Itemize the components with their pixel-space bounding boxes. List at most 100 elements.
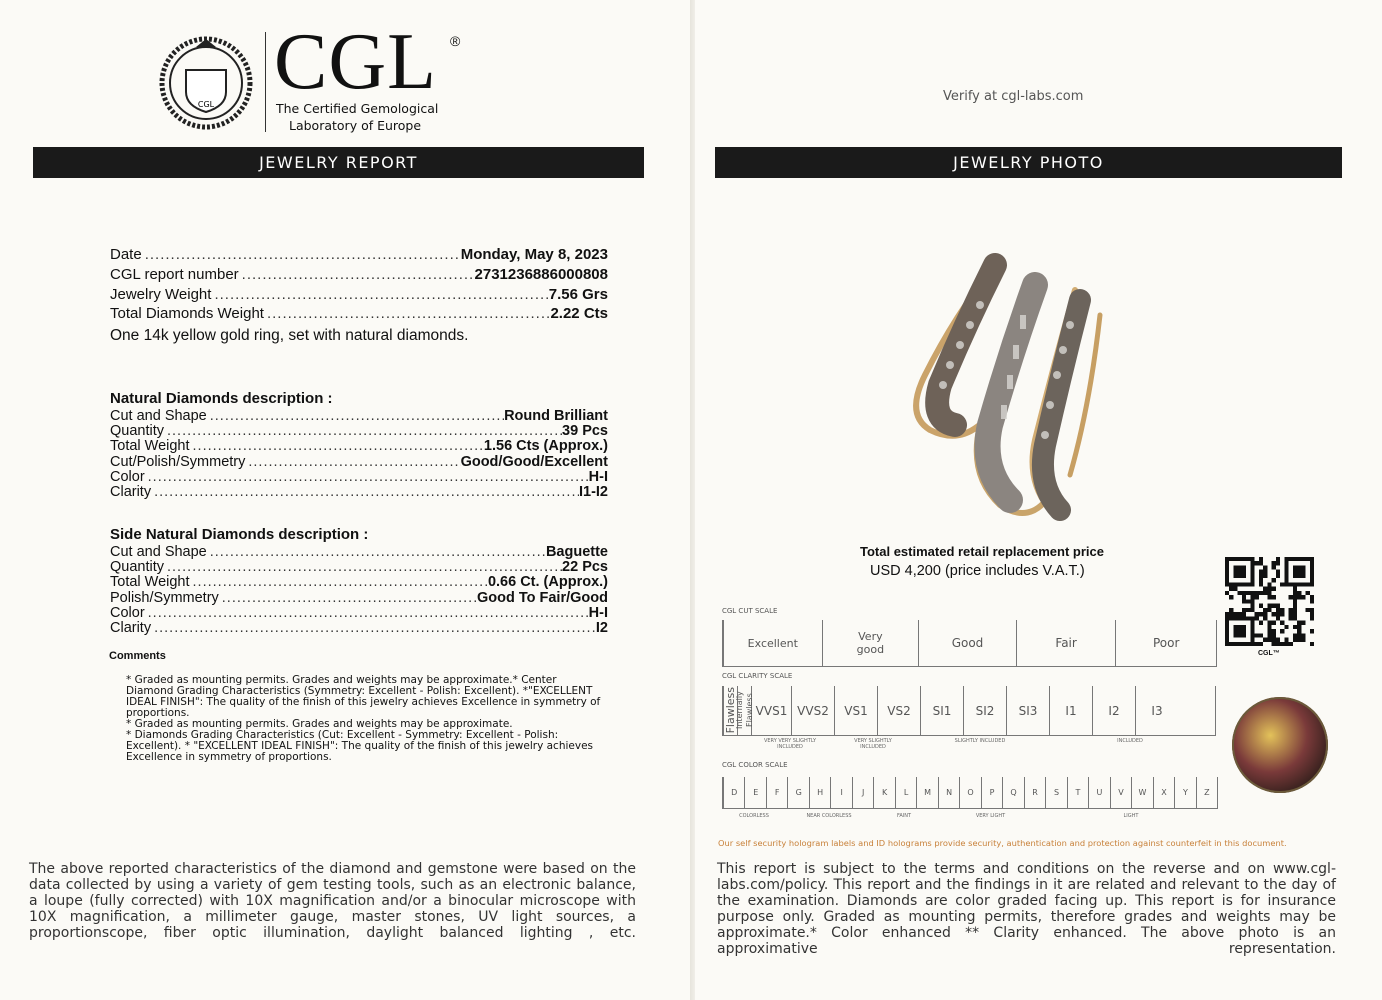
dot-leader (145, 470, 589, 484)
color-group-label: FAINT (896, 813, 912, 819)
color-grade-label: D (731, 788, 738, 797)
color-grade-label: G (795, 788, 802, 797)
summary-row-report-number: CGL report number 2731236886000808 (110, 267, 608, 282)
spec-row: Quantity 39 Pcs (110, 424, 608, 438)
spec-label: Polish/Symmetry (110, 590, 219, 605)
clarity-grade: SI1 (920, 686, 963, 735)
color-grade-label: X (1161, 788, 1167, 797)
color-group-label: NEAR COLORLESS (806, 813, 852, 819)
spec-row: Quantity 22 Pcs (110, 560, 608, 574)
color-grade: T (1066, 777, 1088, 808)
clarity-grade-label: I3 (1151, 703, 1163, 718)
color-grade: H (808, 777, 830, 808)
cut-grade-label: Excellent (747, 636, 798, 650)
color-grade: J (851, 777, 873, 808)
value: Monday, May 8, 2023 (460, 247, 608, 262)
clarity-scale-title: CGL CLARITY SCALE (722, 672, 793, 680)
cut-scale-title: CGL CUT SCALE (722, 607, 778, 615)
color-scale-title: CGL COLOR SCALE (722, 761, 788, 769)
color-grade-label: U (1096, 788, 1103, 797)
color-grade-label: H (817, 788, 824, 797)
clarity-group-label: VERY SLIGHTLY INCLUDED (854, 738, 892, 750)
spec-label: Color (110, 605, 145, 620)
color-grade: I (830, 777, 851, 808)
spec-row: Polish/Symmetry Good To Fair/Good (110, 591, 608, 605)
svg-text:CGL: CGL (198, 100, 215, 109)
color-group-label: COLORLESS (739, 813, 769, 819)
color-grade-label: Z (1204, 788, 1210, 797)
label: Date (110, 247, 142, 262)
color-grade: U (1088, 777, 1109, 808)
color-scale: D E F G H I J K L M N O P Q R S T U V W X Y Z (722, 777, 1218, 809)
dot-leader (151, 485, 579, 499)
label: Jewelry Weight (110, 287, 212, 302)
value: 2.22 Cts (550, 306, 608, 321)
color-grade-label: M (924, 788, 932, 797)
item-description: One 14k yellow gold ring, set with natur… (110, 327, 469, 344)
color-grade-label: I (840, 788, 843, 797)
color-grade: V (1109, 777, 1131, 808)
color-grade: O (959, 777, 980, 808)
comments-title: Comments (109, 650, 166, 662)
spec-label: Color (110, 469, 145, 484)
hologram-note: Our self security hologram labels and ID… (718, 838, 1287, 848)
spec-value: 22 Pcs (562, 560, 608, 575)
qr-code[interactable] (1225, 557, 1314, 646)
clarity-grade: VS2 (877, 686, 920, 735)
spec-row: Color H-I (110, 606, 608, 620)
spec-value: I2 (595, 621, 608, 635)
left-page: CGL CGL ® The Certified Gemological Labo… (0, 0, 690, 1000)
cut-grade: Poor (1115, 620, 1216, 666)
spec-label: Cut and Shape (110, 409, 207, 423)
spec-value: Baguette (545, 545, 608, 559)
color-grade-label: N (946, 788, 953, 797)
spec-value: H-I (588, 605, 608, 620)
clarity-grade-label: VVS2 (797, 703, 829, 718)
cut-grade-label: Fair (1055, 636, 1077, 650)
spec-row: Clarity I2 (110, 621, 608, 635)
color-grade-label: E (753, 788, 759, 797)
clarity-grade-label: VVS1 (755, 703, 788, 718)
summary-row-jewelry-weight: Jewelry Weight 7.56 Grs (110, 287, 608, 302)
cut-grade-label: Very good (856, 630, 885, 656)
spec-row: Cut and Shape Round Brilliant (110, 409, 608, 423)
cut-grade-label: Good (951, 636, 984, 650)
color-grade-label: T (1075, 788, 1081, 797)
spec-row: Clarity I1-I2 (110, 485, 608, 499)
clarity-group-label: SLIGHTLY INCLUDED (954, 738, 1006, 744)
label: Total Diamonds Weight (110, 306, 264, 321)
clarity-grade: VS1 (834, 686, 877, 735)
comment: * Diamonds Grading Characteristics (Cut:… (126, 729, 594, 763)
color-grade-label: R (1032, 788, 1038, 797)
cut-grade: Excellent (723, 620, 822, 666)
registered-mark: ® (450, 33, 461, 49)
clarity-grade-label: SI2 (975, 703, 995, 718)
color-grade-label: W (1138, 788, 1147, 797)
dot-leader (145, 606, 589, 620)
color-grade: X (1152, 777, 1174, 808)
spec-value: H-I (588, 469, 608, 484)
color-grade: L (894, 777, 916, 808)
summary-row-date: Date Monday, May 8, 2023 (110, 247, 608, 262)
spec-label: Total Weight (110, 439, 190, 454)
cut-grade: Fair (1015, 620, 1116, 666)
clarity-grade-label: VS2 (887, 703, 911, 718)
clarity-grade-label: SI3 (1018, 703, 1038, 718)
color-grade: G (787, 777, 808, 808)
color-group-label: LIGHT (1123, 813, 1139, 819)
spec-row: Color H-I (110, 470, 608, 484)
comments-list: * Graded as mounting permits. Grades and… (126, 675, 601, 763)
clarity-grade: VVS2 (791, 686, 834, 735)
spec-label: Clarity (110, 621, 152, 635)
summary-row-total-diamonds-weight: Total Diamonds Weight 2.22 Cts (110, 306, 608, 321)
clarity-grade: SI2 (963, 686, 1006, 735)
clarity-grade-label: Internally Flawless (734, 691, 754, 730)
spec-row: Total Weight 0.66 Ct. (Approx.) (110, 575, 608, 589)
qr-label: CGL™ (1258, 650, 1280, 657)
cut-grade: Very good (821, 620, 919, 666)
color-grade: P (980, 777, 1002, 808)
cut-grade: Good (918, 620, 1016, 666)
page-fold (690, 0, 695, 1000)
verify-link[interactable]: Verify at cgl-labs.com (943, 89, 1084, 104)
jewelry-report-banner: JEWELRY REPORT (33, 147, 644, 178)
